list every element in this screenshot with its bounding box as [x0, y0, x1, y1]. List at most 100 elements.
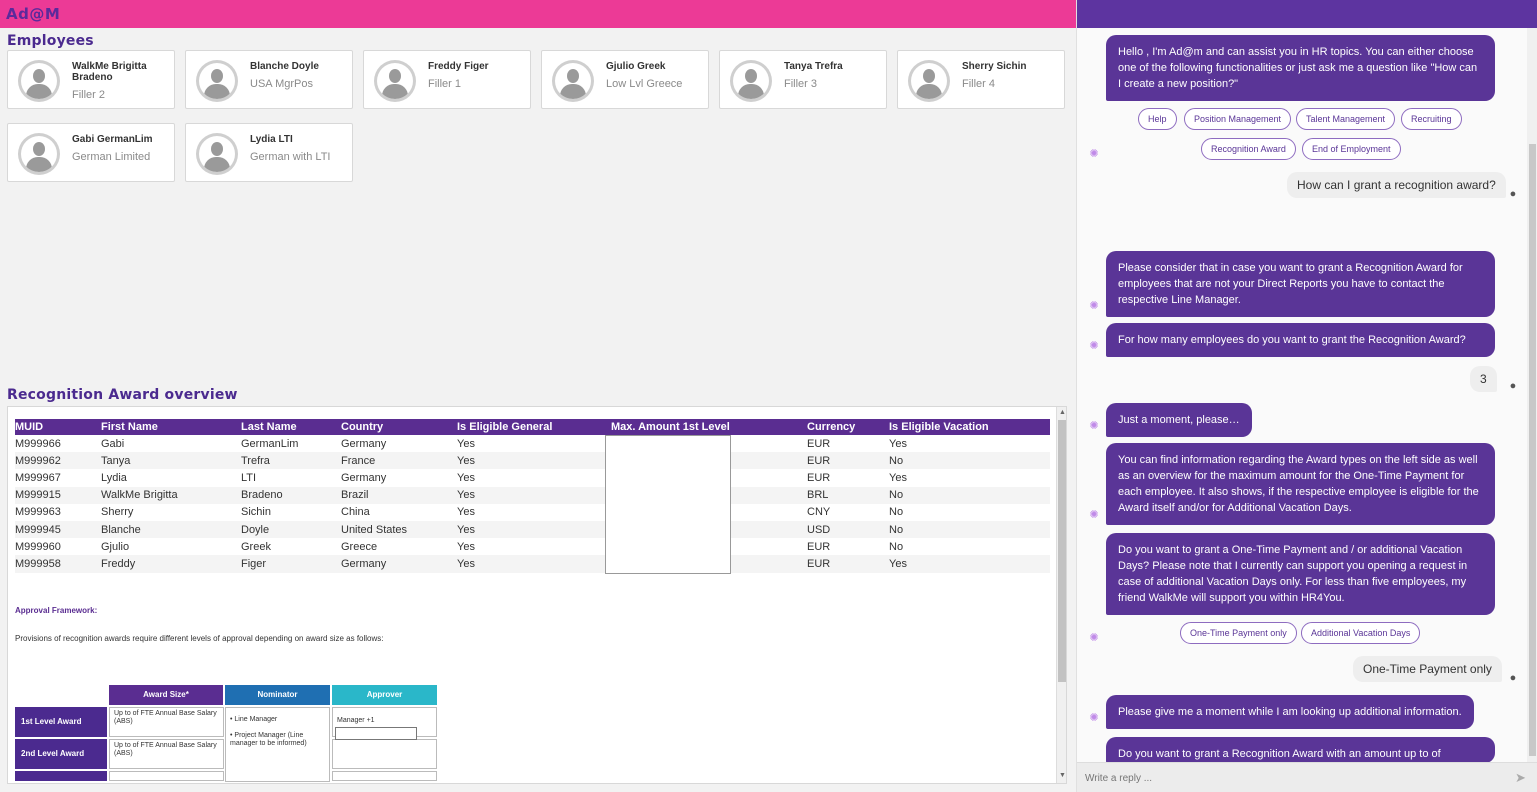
cell-eligible-general: Yes: [457, 506, 475, 519]
employee-role: Filler 1: [428, 78, 462, 90]
cell-muid: M999967: [15, 471, 61, 484]
redacted-amount-box: [605, 435, 731, 574]
cell-first-name: Sherry: [101, 506, 134, 519]
cell-muid: M999945: [15, 520, 101, 539]
cell-country: China: [341, 506, 370, 519]
cell-eligible-vacation: No: [889, 540, 904, 553]
cell-muid: M999960: [15, 540, 61, 553]
framework-approver-cell: [332, 739, 437, 769]
employee-card[interactable]: Blanche Doyle USA MgrPos: [185, 50, 353, 109]
cell-eligible-vacation: Yes: [889, 437, 907, 450]
employee-role: German Limited: [72, 151, 151, 163]
employee-card[interactable]: Sherry Sichin Filler 4: [897, 50, 1065, 109]
chip-recognition-award[interactable]: Recognition Award: [1201, 138, 1296, 160]
user-message: 3: [1470, 366, 1497, 392]
employee-card[interactable]: Gjulio Greek Low Lvl Greece: [541, 50, 709, 109]
table-row: M999962 Tanya Trefra France Yes EUR No: [15, 452, 1050, 470]
chip-end-of-employment[interactable]: End of Employment: [1302, 138, 1401, 160]
framework-approver-input[interactable]: [335, 727, 417, 740]
employee-card[interactable]: Lydia LTI German with LTI: [185, 123, 353, 182]
employee-name: Tanya Trefra: [784, 61, 843, 72]
cell-last-name: Greek: [241, 540, 271, 553]
cell-country: Greece: [341, 540, 378, 553]
cell-currency: EUR: [807, 437, 831, 450]
employee-role: German with LTI: [250, 151, 331, 163]
overview-scrollbar[interactable]: ▲ ▼: [1056, 407, 1066, 783]
bot-message: Please give me a moment while I am looki…: [1106, 695, 1474, 729]
chip-help[interactable]: Help: [1138, 108, 1177, 130]
user-avatar-icon: ●: [1509, 672, 1517, 684]
chip-one-time-payment[interactable]: One-Time Payment only: [1180, 622, 1297, 644]
cell-country: United States: [341, 520, 457, 539]
reply-input[interactable]: [1085, 769, 1505, 787]
cell-country: Germany: [341, 471, 387, 484]
table-row: M999967 Lydia LTI Germany Yes EUR Yes: [15, 469, 1050, 486]
scroll-thumb[interactable]: [1058, 420, 1066, 682]
column-header: Last Name: [241, 419, 341, 435]
approval-framework-title: Approval Framework:: [15, 606, 98, 615]
column-header: Currency: [807, 419, 889, 435]
cell-currency: EUR: [807, 452, 889, 470]
employee-card[interactable]: Gabi GermanLim German Limited: [7, 123, 175, 182]
cell-first-name: Tanya: [101, 452, 241, 470]
user-avatar-icon: ●: [1509, 188, 1517, 200]
recognition-title: Recognition Award overview: [7, 387, 238, 403]
column-header: First Name: [101, 419, 241, 435]
bot-avatar-icon: ✺: [1089, 148, 1099, 160]
cell-currency: EUR: [807, 555, 889, 573]
main-pane: Ad@M Employees WalkMe Brigitta Bradeno F…: [0, 0, 1076, 784]
employee-card[interactable]: WalkMe Brigitta Bradeno Filler 2: [7, 50, 175, 109]
chip-talent-management[interactable]: Talent Management: [1296, 108, 1396, 130]
scroll-up-icon[interactable]: ▲: [1059, 409, 1066, 416]
employee-name: Sherry Sichin: [962, 61, 1027, 72]
bot-message: Just a moment, please…: [1106, 403, 1252, 437]
bot-message: You can find information regarding the A…: [1106, 443, 1495, 525]
chip-position-management[interactable]: Position Management: [1184, 108, 1292, 130]
cell-eligible-vacation: No: [889, 486, 1050, 504]
employee-card[interactable]: Freddy Figer Filler 1: [363, 50, 531, 109]
reply-bar: ➤: [1077, 762, 1537, 792]
chip-recruiting[interactable]: Recruiting: [1401, 108, 1462, 130]
chat-scroll-thumb[interactable]: [1529, 144, 1536, 756]
column-header: Country: [341, 419, 457, 435]
cell-first-name: Freddy: [101, 555, 241, 573]
cell-first-name: Lydia: [101, 471, 127, 484]
employee-name: Lydia LTI: [250, 134, 293, 145]
cell-first-name: Gjulio: [101, 540, 130, 553]
avatar-icon: [374, 60, 416, 102]
bot-avatar-icon: ✺: [1089, 340, 1099, 352]
chip-additional-vacation-days[interactable]: Additional Vacation Days: [1301, 622, 1421, 644]
employee-name: WalkMe Brigitta Bradeno: [72, 61, 147, 83]
cell-muid: M999963: [15, 506, 61, 519]
avatar-icon: [552, 60, 594, 102]
app-logo: Ad@M: [6, 5, 61, 23]
framework-award-size-cell: Up to of FTE Annual Base Salary (ABS): [109, 707, 224, 737]
employee-name: Gabi GermanLim: [72, 134, 153, 145]
table-row: M999958 Freddy Figer Germany Yes EUR Yes: [15, 555, 1050, 573]
cell-muid: M999915: [15, 486, 101, 504]
cell-eligible-general: Yes: [457, 555, 611, 573]
framework-header-nominator: Nominator: [225, 685, 330, 705]
bot-message: Do you want to grant a One-Time Payment …: [1106, 533, 1495, 615]
scroll-down-icon[interactable]: ▼: [1059, 772, 1066, 779]
cell-country: Germany: [341, 437, 387, 450]
framework-award-size-cell: Up to of FTE Annual Base Salary (ABS): [109, 739, 224, 769]
employee-name: Gjulio Greek: [606, 61, 666, 72]
send-icon[interactable]: ➤: [1515, 770, 1526, 785]
cell-country: Brazil: [341, 486, 457, 504]
cell-last-name: Figer: [241, 555, 341, 573]
employee-card[interactable]: Tanya Trefra Filler 3: [719, 50, 887, 109]
chat-header: [1077, 0, 1537, 28]
framework-award-size-cell-partial: [109, 771, 224, 781]
employee-role: Low Lvl Greece: [606, 78, 683, 90]
framework-header-approver: Approver: [332, 685, 437, 705]
cell-muid: M999958: [15, 555, 101, 573]
cell-first-name: Blanche: [101, 520, 241, 539]
avatar-icon: [908, 60, 950, 102]
column-header: Is Eligible General: [457, 419, 611, 435]
cell-currency: EUR: [807, 540, 831, 553]
framework-header-award-size: Award Size*: [109, 685, 223, 705]
bot-avatar-icon: ✺: [1089, 300, 1099, 312]
chat-scrollbar[interactable]: [1527, 28, 1537, 762]
